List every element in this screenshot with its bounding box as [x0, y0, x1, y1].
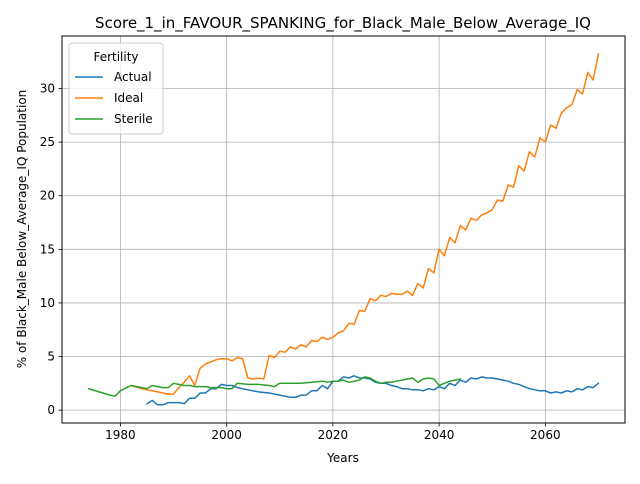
x-axis: 1980 2000 2020 2040 2060 — [105, 423, 561, 442]
x-tick-label: 2060 — [530, 428, 561, 442]
y-axis-label: % of Black_Male Below_Average_IQ Populat… — [15, 90, 29, 369]
y-tick-label: 10 — [40, 296, 55, 310]
y-tick-label: 25 — [40, 135, 55, 149]
legend: Fertility Actual Ideal Sterile — [68, 42, 164, 135]
grid — [62, 36, 625, 423]
x-tick-label: 2020 — [318, 428, 349, 442]
legend-label-ideal: Ideal — [114, 91, 143, 105]
legend-title: Fertility — [93, 50, 138, 64]
legend-label-sterile: Sterile — [114, 112, 153, 126]
y-tick-label: 0 — [47, 403, 55, 417]
y-tick-label: 20 — [40, 189, 55, 203]
x-tick-label: 2000 — [211, 428, 242, 442]
legend-label-actual: Actual — [114, 70, 152, 84]
x-axis-label: Years — [326, 451, 359, 465]
x-tick-label: 2040 — [424, 428, 455, 442]
y-tick-label: 5 — [47, 350, 55, 364]
y-tick-label: 30 — [40, 82, 55, 96]
series-line-sterile — [87, 376, 462, 397]
chart-title: Score_1_in_FAVOUR_SPANKING_for_Black_Mal… — [95, 14, 591, 33]
series-group — [87, 53, 600, 406]
series-line-ideal — [130, 53, 600, 395]
y-tick-label: 15 — [40, 242, 55, 256]
plot-frame — [61, 35, 626, 424]
x-tick-label: 1980 — [105, 428, 136, 442]
legend-box — [68, 42, 164, 135]
y-axis: 0 5 10 15 20 25 30 — [40, 82, 62, 417]
